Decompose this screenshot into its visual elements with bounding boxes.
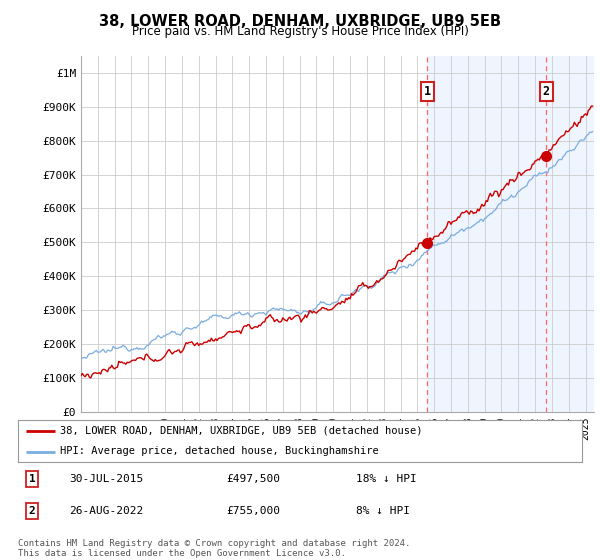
Text: HPI: Average price, detached house, Buckinghamshire: HPI: Average price, detached house, Buck… bbox=[60, 446, 379, 456]
Text: 2: 2 bbox=[29, 506, 35, 516]
Text: 30-JUL-2015: 30-JUL-2015 bbox=[69, 474, 143, 484]
Text: £497,500: £497,500 bbox=[227, 474, 281, 484]
Text: 2: 2 bbox=[542, 85, 550, 98]
Text: 1: 1 bbox=[424, 85, 431, 98]
Text: 26-AUG-2022: 26-AUG-2022 bbox=[69, 506, 143, 516]
Text: Contains HM Land Registry data © Crown copyright and database right 2024.
This d: Contains HM Land Registry data © Crown c… bbox=[18, 539, 410, 558]
Text: £755,000: £755,000 bbox=[227, 506, 281, 516]
Text: 38, LOWER ROAD, DENHAM, UXBRIDGE, UB9 5EB: 38, LOWER ROAD, DENHAM, UXBRIDGE, UB9 5E… bbox=[99, 14, 501, 29]
Text: 1: 1 bbox=[29, 474, 35, 484]
Text: 18% ↓ HPI: 18% ↓ HPI bbox=[356, 474, 417, 484]
Text: 38, LOWER ROAD, DENHAM, UXBRIDGE, UB9 5EB (detached house): 38, LOWER ROAD, DENHAM, UXBRIDGE, UB9 5E… bbox=[60, 426, 423, 436]
Bar bbox=[427, 56, 594, 412]
Text: 8% ↓ HPI: 8% ↓ HPI bbox=[356, 506, 410, 516]
Text: Price paid vs. HM Land Registry's House Price Index (HPI): Price paid vs. HM Land Registry's House … bbox=[131, 25, 469, 38]
